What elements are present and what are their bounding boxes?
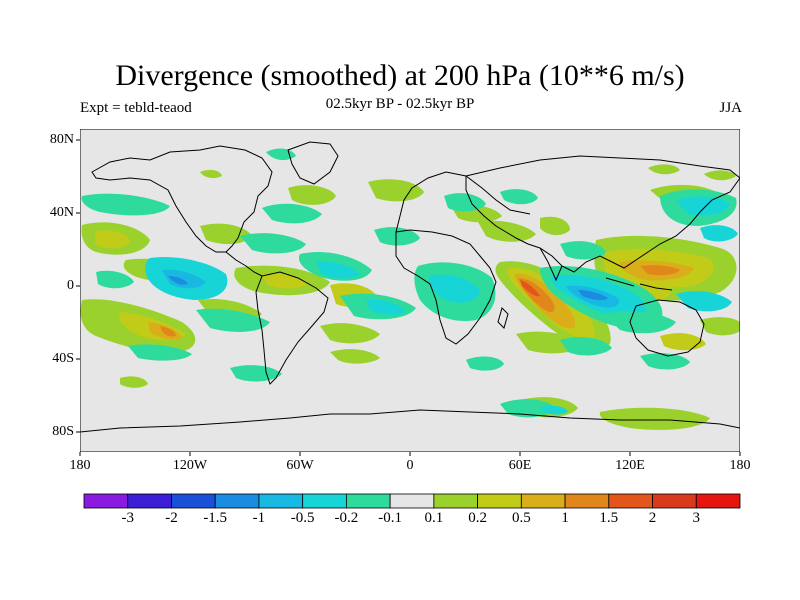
lon-label-180e: 180 <box>729 458 751 473</box>
colorbar-label: 0.5 <box>511 510 531 526</box>
colorbar-label: -3 <box>121 510 134 526</box>
lat-label-40n: 40N <box>49 205 74 220</box>
lon-label-60e: 60E <box>508 458 532 473</box>
colorbar-swatch <box>564 493 610 509</box>
lat-label-80n: 80N <box>49 132 74 147</box>
colorbar <box>83 493 741 509</box>
colorbar-swatch <box>83 493 129 509</box>
colorbar-label: -1.5 <box>203 510 228 526</box>
experiment-label: Expt = tebld-teaod <box>80 100 192 116</box>
colorbar-swatch <box>258 493 304 509</box>
colorbar-swatch <box>389 493 435 509</box>
colorbar-swatch <box>608 493 653 509</box>
colorbar-swatch <box>652 493 697 509</box>
lat-label-40s: 40S <box>52 351 74 366</box>
axis-ticks <box>76 139 741 456</box>
colorbar-swatch <box>214 493 260 509</box>
lon-label-120e: 120E <box>615 458 645 473</box>
colorbar-swatch <box>345 493 391 509</box>
colorbar-label: -1 <box>252 510 266 526</box>
chart-title: Divergence (smoothed) at 200 hPa (10**6 … <box>115 59 685 92</box>
colorbar-label: -0.5 <box>290 510 315 526</box>
colorbar-label: 3 <box>692 510 701 526</box>
negative-anomalies <box>81 148 738 418</box>
lon-label-180w: 180 <box>69 458 91 473</box>
lon-label-60w: 60W <box>286 458 314 473</box>
lon-label-120w: 120W <box>172 458 208 473</box>
colorbar-swatch <box>477 493 522 509</box>
colorbar-label: 2 <box>648 510 657 526</box>
colorbar-label: 0.1 <box>424 510 444 526</box>
lat-label-80s: 80S <box>52 424 74 439</box>
colorbar-swatch <box>127 493 172 509</box>
colorbar-swatch <box>171 493 216 509</box>
period-label: 02.5kyr BP - 02.5kyr BP <box>325 96 475 112</box>
colorbar-swatch <box>695 493 741 509</box>
colorbar-swatch <box>433 493 479 509</box>
colorbar-label: 1 <box>561 510 569 526</box>
colorbar-swatch <box>302 493 347 509</box>
coastlines <box>80 141 740 433</box>
season-label: JJA <box>719 100 742 116</box>
lat-label-eq: 0 <box>67 278 74 293</box>
map-panel <box>80 129 740 452</box>
colorbar-label: -0.1 <box>378 510 402 526</box>
colorbar-swatch <box>520 493 566 509</box>
lon-label-0: 0 <box>406 458 414 473</box>
colorbar-label: 0.2 <box>468 510 487 526</box>
colorbar-label: -0.2 <box>334 510 359 526</box>
colorbar-label: 1.5 <box>599 510 619 526</box>
colorbar-label: -2 <box>165 510 178 526</box>
